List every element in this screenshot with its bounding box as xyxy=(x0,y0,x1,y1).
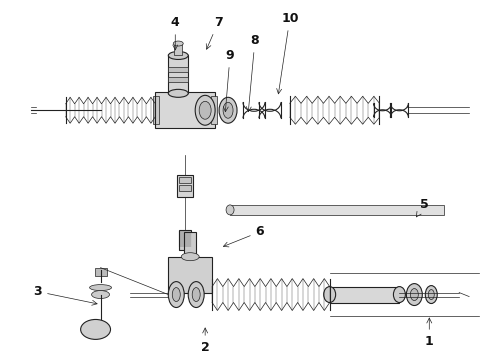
Bar xyxy=(179,230,191,250)
Ellipse shape xyxy=(199,101,211,119)
Bar xyxy=(179,177,191,183)
Text: 3: 3 xyxy=(33,285,97,305)
Bar xyxy=(177,175,193,197)
Text: 10: 10 xyxy=(277,12,298,94)
Ellipse shape xyxy=(168,282,184,307)
Ellipse shape xyxy=(81,319,111,339)
Ellipse shape xyxy=(168,89,188,97)
Ellipse shape xyxy=(428,289,434,300)
Ellipse shape xyxy=(188,282,204,307)
Ellipse shape xyxy=(226,205,234,215)
Text: 5: 5 xyxy=(416,198,429,217)
Text: 9: 9 xyxy=(223,49,234,112)
Ellipse shape xyxy=(172,288,180,302)
Bar xyxy=(95,268,106,276)
Ellipse shape xyxy=(219,97,237,123)
Text: 7: 7 xyxy=(206,16,222,49)
Ellipse shape xyxy=(324,287,336,302)
Text: 1: 1 xyxy=(425,318,434,348)
Ellipse shape xyxy=(90,285,112,291)
Bar xyxy=(168,55,188,93)
Bar xyxy=(174,44,182,55)
Ellipse shape xyxy=(181,253,199,261)
Bar xyxy=(155,92,215,128)
Ellipse shape xyxy=(168,51,188,59)
Text: 4: 4 xyxy=(171,16,180,50)
Ellipse shape xyxy=(406,284,422,306)
Bar xyxy=(168,257,212,293)
Text: 6: 6 xyxy=(223,225,264,247)
Ellipse shape xyxy=(393,287,405,302)
Bar xyxy=(168,77,188,82)
Ellipse shape xyxy=(410,289,418,301)
Text: 2: 2 xyxy=(201,328,210,354)
Bar xyxy=(153,96,159,124)
Ellipse shape xyxy=(173,41,183,46)
Text: 8: 8 xyxy=(246,34,259,112)
Bar xyxy=(184,232,196,257)
Bar xyxy=(230,205,444,215)
Ellipse shape xyxy=(192,288,200,302)
Ellipse shape xyxy=(223,102,233,118)
Ellipse shape xyxy=(425,285,437,303)
Bar xyxy=(330,287,399,302)
Bar xyxy=(211,96,217,124)
Bar xyxy=(168,67,188,72)
Bar xyxy=(179,185,191,191)
Ellipse shape xyxy=(92,291,110,298)
Ellipse shape xyxy=(195,95,215,125)
